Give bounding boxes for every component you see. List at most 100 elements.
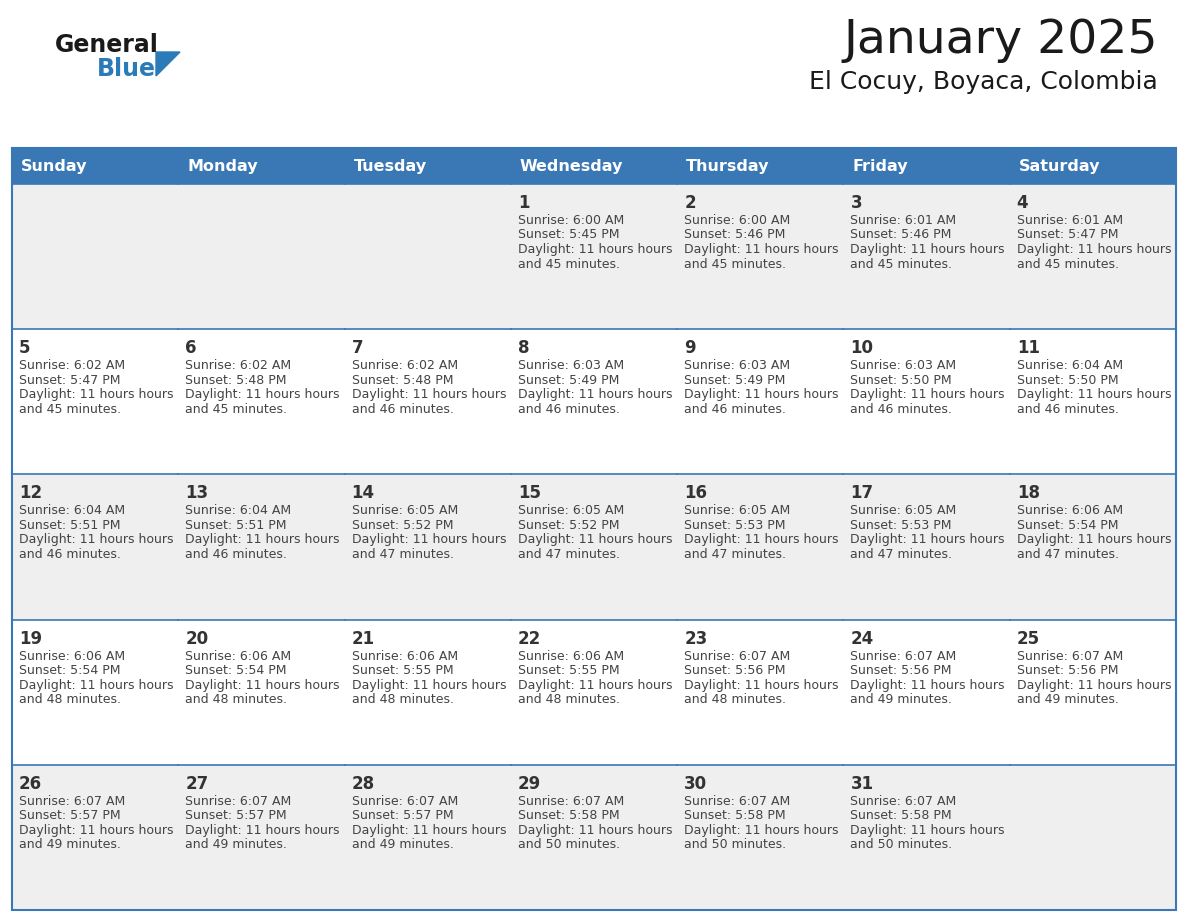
Text: and 47 minutes.: and 47 minutes. <box>851 548 953 561</box>
Bar <box>677 620 843 765</box>
Text: Sunset: 5:56 PM: Sunset: 5:56 PM <box>1017 664 1118 677</box>
Text: Sunset: 5:56 PM: Sunset: 5:56 PM <box>684 664 785 677</box>
Text: 30: 30 <box>684 775 707 793</box>
Text: Sunrise: 6:05 AM: Sunrise: 6:05 AM <box>352 504 457 518</box>
Text: 1: 1 <box>518 194 530 212</box>
Bar <box>843 148 1010 184</box>
Text: Daylight: 11 hours hours: Daylight: 11 hours hours <box>19 388 173 401</box>
Text: Sunset: 5:54 PM: Sunset: 5:54 PM <box>185 664 286 677</box>
Text: and 45 minutes.: and 45 minutes. <box>518 258 620 271</box>
Text: 20: 20 <box>185 630 208 647</box>
Bar <box>12 184 178 330</box>
Text: Daylight: 11 hours hours: Daylight: 11 hours hours <box>518 533 672 546</box>
Bar <box>12 148 1176 910</box>
Text: Daylight: 11 hours hours: Daylight: 11 hours hours <box>684 243 839 256</box>
Bar <box>1010 330 1176 475</box>
Text: 7: 7 <box>352 339 364 357</box>
Bar <box>843 330 1010 475</box>
Text: Sunrise: 6:06 AM: Sunrise: 6:06 AM <box>19 650 125 663</box>
Text: 12: 12 <box>19 485 42 502</box>
Bar <box>677 765 843 910</box>
Bar <box>345 330 511 475</box>
Text: Sunset: 5:48 PM: Sunset: 5:48 PM <box>185 374 286 386</box>
Text: Sunrise: 6:04 AM: Sunrise: 6:04 AM <box>1017 359 1123 372</box>
Text: Sunset: 5:57 PM: Sunset: 5:57 PM <box>19 810 121 823</box>
Text: 26: 26 <box>19 775 42 793</box>
Text: 24: 24 <box>851 630 873 647</box>
Text: Daylight: 11 hours hours: Daylight: 11 hours hours <box>185 823 340 837</box>
Text: Tuesday: Tuesday <box>354 159 426 174</box>
Text: 15: 15 <box>518 485 541 502</box>
Text: Daylight: 11 hours hours: Daylight: 11 hours hours <box>352 388 506 401</box>
Bar <box>178 475 345 620</box>
Text: Daylight: 11 hours hours: Daylight: 11 hours hours <box>19 823 173 837</box>
Bar <box>843 765 1010 910</box>
Text: Sunset: 5:57 PM: Sunset: 5:57 PM <box>352 810 453 823</box>
Text: Sunrise: 6:02 AM: Sunrise: 6:02 AM <box>185 359 291 372</box>
Text: Sunset: 5:53 PM: Sunset: 5:53 PM <box>851 519 952 532</box>
Text: and 47 minutes.: and 47 minutes. <box>352 548 454 561</box>
Text: Sunset: 5:55 PM: Sunset: 5:55 PM <box>518 664 619 677</box>
Text: Sunset: 5:58 PM: Sunset: 5:58 PM <box>684 810 785 823</box>
Text: Sunrise: 6:06 AM: Sunrise: 6:06 AM <box>1017 504 1123 518</box>
Bar <box>178 620 345 765</box>
Text: Sunset: 5:58 PM: Sunset: 5:58 PM <box>518 810 619 823</box>
Text: Sunset: 5:57 PM: Sunset: 5:57 PM <box>185 810 287 823</box>
Text: 2: 2 <box>684 194 696 212</box>
Text: 25: 25 <box>1017 630 1040 647</box>
Text: Sunrise: 6:07 AM: Sunrise: 6:07 AM <box>518 795 624 808</box>
Text: Daylight: 11 hours hours: Daylight: 11 hours hours <box>518 243 672 256</box>
Bar <box>843 475 1010 620</box>
Text: Sunset: 5:49 PM: Sunset: 5:49 PM <box>684 374 785 386</box>
Text: Daylight: 11 hours hours: Daylight: 11 hours hours <box>19 533 173 546</box>
Text: Sunrise: 6:07 AM: Sunrise: 6:07 AM <box>352 795 457 808</box>
Bar <box>511 148 677 184</box>
Text: 19: 19 <box>19 630 42 647</box>
Text: and 49 minutes.: and 49 minutes. <box>851 693 953 706</box>
Bar <box>178 330 345 475</box>
Bar <box>511 765 677 910</box>
Text: 4: 4 <box>1017 194 1029 212</box>
Text: Sunrise: 6:03 AM: Sunrise: 6:03 AM <box>518 359 624 372</box>
Polygon shape <box>156 52 181 76</box>
Text: and 46 minutes.: and 46 minutes. <box>185 548 287 561</box>
Text: Sunset: 5:46 PM: Sunset: 5:46 PM <box>851 229 952 241</box>
Text: Sunrise: 6:07 AM: Sunrise: 6:07 AM <box>684 795 790 808</box>
Text: Sunset: 5:55 PM: Sunset: 5:55 PM <box>352 664 453 677</box>
Text: and 45 minutes.: and 45 minutes. <box>851 258 953 271</box>
Text: Sunset: 5:48 PM: Sunset: 5:48 PM <box>352 374 453 386</box>
Text: 21: 21 <box>352 630 374 647</box>
Text: Sunrise: 6:05 AM: Sunrise: 6:05 AM <box>518 504 624 518</box>
Text: Thursday: Thursday <box>687 159 770 174</box>
Text: and 49 minutes.: and 49 minutes. <box>19 838 121 851</box>
Text: Sunday: Sunday <box>21 159 88 174</box>
Text: Daylight: 11 hours hours: Daylight: 11 hours hours <box>851 678 1005 691</box>
Text: Sunrise: 6:01 AM: Sunrise: 6:01 AM <box>1017 214 1123 227</box>
Text: and 45 minutes.: and 45 minutes. <box>684 258 786 271</box>
Text: Daylight: 11 hours hours: Daylight: 11 hours hours <box>684 823 839 837</box>
Text: 31: 31 <box>851 775 873 793</box>
Text: Sunrise: 6:07 AM: Sunrise: 6:07 AM <box>19 795 125 808</box>
Text: 27: 27 <box>185 775 209 793</box>
Text: Daylight: 11 hours hours: Daylight: 11 hours hours <box>851 243 1005 256</box>
Text: 6: 6 <box>185 339 197 357</box>
Text: and 45 minutes.: and 45 minutes. <box>19 403 121 416</box>
Text: Sunset: 5:46 PM: Sunset: 5:46 PM <box>684 229 785 241</box>
Text: Sunrise: 6:00 AM: Sunrise: 6:00 AM <box>518 214 624 227</box>
Text: Sunrise: 6:02 AM: Sunrise: 6:02 AM <box>19 359 125 372</box>
Text: and 50 minutes.: and 50 minutes. <box>518 838 620 851</box>
Text: 14: 14 <box>352 485 374 502</box>
Text: Daylight: 11 hours hours: Daylight: 11 hours hours <box>352 823 506 837</box>
Bar <box>12 475 178 620</box>
Text: Monday: Monday <box>188 159 258 174</box>
Text: 23: 23 <box>684 630 707 647</box>
Text: Daylight: 11 hours hours: Daylight: 11 hours hours <box>1017 678 1171 691</box>
Text: and 45 minutes.: and 45 minutes. <box>1017 258 1119 271</box>
Text: Sunrise: 6:07 AM: Sunrise: 6:07 AM <box>1017 650 1123 663</box>
Text: Friday: Friday <box>853 159 908 174</box>
Text: Sunset: 5:47 PM: Sunset: 5:47 PM <box>19 374 120 386</box>
Text: Daylight: 11 hours hours: Daylight: 11 hours hours <box>1017 243 1171 256</box>
Bar <box>12 148 178 184</box>
Text: Sunset: 5:54 PM: Sunset: 5:54 PM <box>1017 519 1118 532</box>
Bar <box>511 475 677 620</box>
